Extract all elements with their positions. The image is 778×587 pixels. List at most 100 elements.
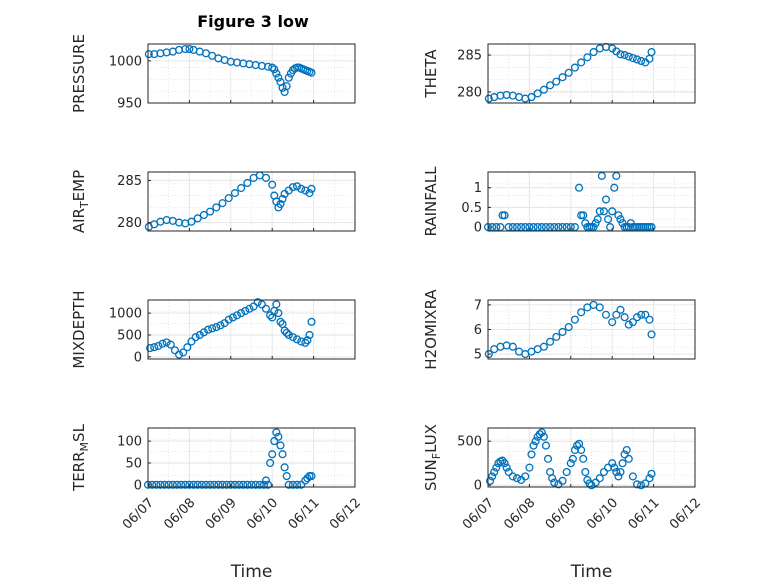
data-point [610,183,619,192]
axes-box [147,299,356,360]
data-point [500,211,509,220]
data-point [558,327,567,337]
data-point [179,348,188,357]
data-point [158,339,167,348]
data-point [597,171,606,180]
x-tick-label: 06/12 [667,495,704,532]
data-point [272,428,281,437]
data-point [307,472,316,481]
data-point [558,476,567,485]
data-point [541,223,551,232]
data-point [150,343,159,352]
data-point [484,350,493,359]
data-point [199,328,208,337]
data-point [527,93,536,102]
subplot-4: 0 0.5 1 RAINFALL [422,166,696,236]
data-point [500,459,509,468]
data-point [645,315,654,324]
data-point [492,463,501,472]
data-point [628,53,637,63]
y-tick-label: 285 [457,49,482,64]
data-point [496,223,505,232]
data-point [216,321,225,330]
data-point [259,480,268,489]
data-point [282,328,291,337]
x-axis-label: Time [230,562,273,582]
data-point [484,94,493,103]
data-point [160,480,169,489]
data-point [278,83,287,92]
data-point [579,211,588,220]
y-tick-label: 1 [474,181,482,196]
plot-area [488,172,695,231]
data-point [589,48,598,57]
data-point [222,480,231,489]
data-point [305,189,314,198]
data-point [504,467,513,477]
x-tick-label: 06/11 [286,495,323,532]
data-point [175,350,184,359]
x-tick-label: 06/08 [161,495,198,532]
data-point [550,223,559,232]
data-point [539,342,548,351]
data-point [637,310,646,319]
data-point [185,45,194,54]
data-point [616,215,625,224]
data-point [562,467,571,477]
data-point [253,298,262,307]
data-point [272,300,281,309]
data-point [624,320,633,329]
data-point [251,480,260,489]
data-point [488,472,497,481]
data-point [288,480,297,489]
x-tick-label: 06/08 [501,495,538,532]
data-point [570,63,579,72]
data-point [278,450,287,459]
data-point [199,210,208,220]
data-point [230,189,239,198]
data-point [197,480,206,489]
data-point [616,305,625,314]
axes-box [487,171,696,232]
x-tick-label: 06/09 [543,495,580,532]
x-tick-label: 06/11 [626,495,663,532]
y-tick-label: 0.5 [461,201,482,216]
data-point [249,302,258,311]
data-point [146,344,155,353]
data-point [529,441,538,450]
data-point [297,480,306,489]
data-point [554,223,563,232]
data-point [297,184,306,193]
data-point [601,195,611,204]
data-point [212,203,221,212]
y-tick-label: 0 [134,350,142,365]
data-point [647,223,656,232]
y-tick-label: 0 [474,221,482,236]
axes-box [147,427,356,488]
data-point [552,77,561,86]
data-point [181,480,190,489]
data-point [282,472,291,481]
data-point [570,223,579,232]
data-point [521,472,530,481]
data-point [245,304,254,313]
data-point [201,480,211,489]
data-point [529,223,538,232]
axes-box [487,427,696,488]
data-point [537,428,546,437]
plot-area [488,428,695,487]
data-point [280,326,289,335]
data-point [144,50,153,59]
data-point [214,480,223,489]
data-point [504,223,513,232]
data-point [243,480,252,489]
data-point [185,480,194,489]
data-point [195,330,204,340]
data-point [583,53,592,62]
data-point [508,472,517,481]
data-point [292,335,302,344]
data-point [237,183,246,193]
data-point [539,85,548,94]
y-tick-label: 50 [125,456,142,471]
